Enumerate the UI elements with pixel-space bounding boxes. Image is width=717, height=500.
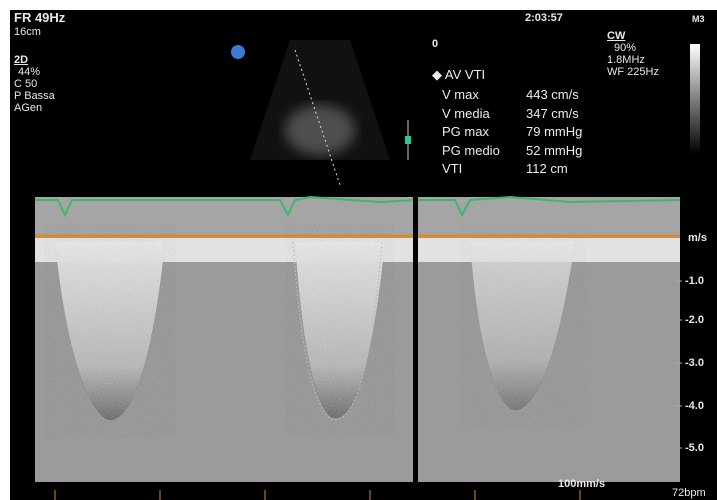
- measurement-label: V media: [442, 105, 490, 124]
- gate-marker: [405, 136, 411, 144]
- measurement-value: 52 mmHg: [526, 142, 582, 161]
- measurement-label: PG medio: [442, 142, 500, 161]
- ultrasound-screen: FR 49Hz 16cm 2D 44% C 50 P Bassa AGen 2:…: [10, 10, 717, 500]
- heart-rate: 72bpm: [672, 487, 706, 499]
- mode-2d-title: 2D: [14, 54, 28, 66]
- ultrasound-image: [10, 10, 717, 500]
- measurement-value: 347 cm/s: [526, 105, 579, 124]
- page: FR 49Hz 16cm 2D 44% C 50 P Bassa AGen 2:…: [0, 0, 717, 500]
- scale-label: -4.0: [685, 400, 704, 412]
- mode-cw-line: 1.8MHz: [607, 54, 645, 66]
- measurement-label: V max: [442, 86, 479, 105]
- time-ticks: [55, 490, 580, 500]
- mode-cw-line: WF 225Hz: [607, 66, 659, 78]
- mode-2d-line: 44%: [18, 66, 40, 78]
- orientation-icon: [231, 45, 245, 59]
- spectrum: [35, 197, 680, 482]
- gate-label: 0: [432, 38, 438, 50]
- sweep-speed: 100mm/s: [558, 478, 605, 490]
- scale-label: -3.0: [685, 357, 704, 369]
- mode-2d-line: P Bassa: [14, 90, 55, 102]
- measurement-label: PG max: [442, 123, 489, 142]
- measurement-title: ◆ AV VTI: [432, 66, 485, 85]
- clock: 2:03:57: [525, 12, 563, 24]
- scale-unit: m/s: [688, 232, 707, 244]
- measurement-value: 443 cm/s: [526, 86, 579, 105]
- mode-2d-line: AGen: [14, 102, 42, 114]
- probe: M3: [692, 13, 705, 25]
- measurement-name: AV VTI: [445, 67, 485, 82]
- gray-scale-bar: [690, 44, 700, 154]
- depth: 16cm: [14, 26, 41, 38]
- frame-rate: FR 49Hz: [14, 12, 65, 24]
- measurement-value: 79 mmHg: [526, 123, 582, 142]
- scale-label: -1.0: [685, 275, 704, 287]
- mode-cw-line: 90%: [614, 42, 636, 54]
- measurement-label: VTI: [442, 160, 462, 179]
- mode-2d-line: C 50: [14, 78, 37, 90]
- scale-label: -5.0: [685, 442, 704, 454]
- heart-image: [285, 105, 355, 155]
- measurement-value: 112 cm: [526, 160, 568, 179]
- scale-label: -2.0: [685, 314, 704, 326]
- mode-cw-title: CW: [607, 30, 625, 42]
